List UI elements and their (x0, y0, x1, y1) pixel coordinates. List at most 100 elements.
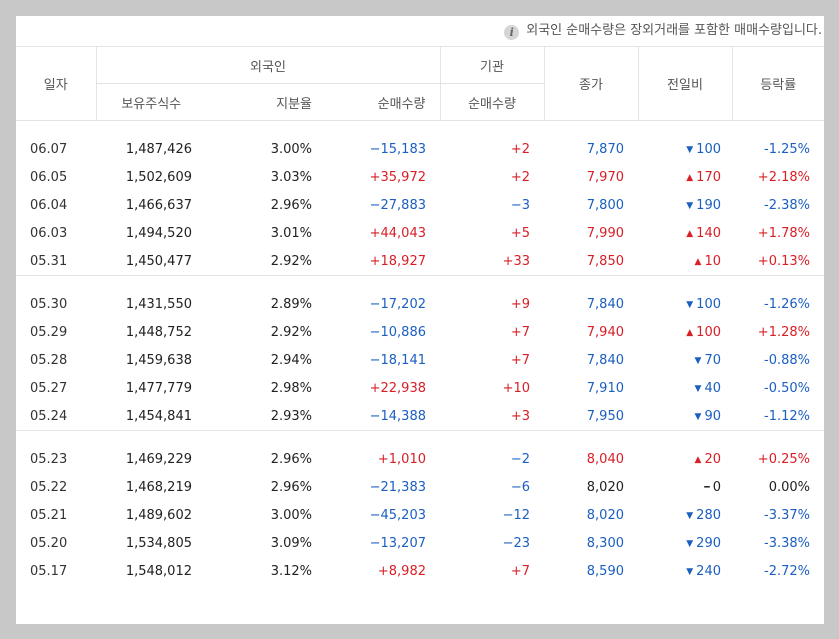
cell-change-value: 100 (696, 324, 721, 340)
cell-holdings: 1,450,477 (125, 253, 192, 269)
header-rate: 등락률 (731, 46, 824, 121)
triangle-down-icon: ▼ (686, 200, 694, 211)
table-row: 06.05 1,502,609 3.03% +35,972 +2 7,970 ▲ 170 +2.… (16, 163, 824, 191)
cell-close: 8,040 (586, 451, 624, 467)
info-icon[interactable]: i (504, 25, 520, 40)
cell-rate: 0.00% (768, 479, 810, 495)
cell-change: ━ 0 (638, 473, 732, 501)
dash-icon: ━ (704, 482, 710, 493)
header-institution-group: 기관 (439, 46, 544, 84)
cell-close: 7,840 (586, 296, 624, 312)
header-holdings: 보유주식수 (95, 83, 206, 121)
header-inst-net: 순매수량 (439, 83, 544, 121)
cell-inst-net: +5 (510, 225, 530, 241)
cell-change-value: 170 (696, 169, 721, 185)
notice-text: 외국인 순매수량은 장외거래를 포함한 매매수량입니다. (526, 23, 822, 38)
cell-inst-net: +7 (510, 563, 530, 579)
cell-date: 05.27 (30, 380, 68, 396)
cell-close: 7,910 (586, 380, 624, 396)
cell-change: ▲ 10 (638, 247, 732, 276)
cell-rate: -0.50% (764, 380, 810, 396)
cell-inst-net: +3 (510, 408, 530, 424)
cell-date: 06.03 (30, 225, 68, 241)
cell-date: 06.05 (30, 169, 68, 185)
table-header: 일자 외국인 기관 종가 전일비 등락률 보유주식수 지분율 순매수량 순매수량 (16, 46, 824, 121)
foreign-institution-trading-panel: i 외국인 순매수량은 장외거래를 포함한 매매수량입니다. 일자 외국인 기관 … (16, 16, 824, 624)
trading-table: 일자 외국인 기관 종가 전일비 등락률 보유주식수 지분율 순매수량 순매수량… (16, 46, 824, 585)
cell-change-value: 290 (696, 535, 721, 551)
triangle-up-icon: ▲ (694, 256, 702, 267)
cell-share-ratio: 3.03% (270, 169, 312, 185)
cell-share-ratio: 2.92% (270, 253, 312, 269)
cell-change: ▼ 240 (638, 557, 732, 585)
cell-close: 7,950 (586, 408, 624, 424)
cell-rate: -1.25% (764, 141, 810, 157)
cell-foreign-net: −13,207 (369, 535, 426, 551)
cell-holdings: 1,468,219 (125, 479, 192, 495)
header-close: 종가 (543, 46, 638, 121)
header-date: 일자 (16, 46, 96, 121)
cell-rate: +0.13% (757, 253, 810, 269)
cell-change: ▲ 100 (638, 318, 732, 346)
cell-inst-net: +2 (510, 141, 530, 157)
cell-holdings: 1,487,426 (125, 141, 192, 157)
cell-change-value: 70 (704, 352, 721, 368)
cell-change-value: 40 (704, 380, 721, 396)
triangle-down-icon: ▼ (694, 383, 702, 394)
cell-share-ratio: 2.96% (270, 479, 312, 495)
cell-change-value: 20 (704, 451, 721, 467)
cell-share-ratio: 3.01% (270, 225, 312, 241)
group-separator (16, 430, 824, 445)
cell-foreign-net: +8,982 (377, 563, 426, 579)
table-row: 06.04 1,466,637 2.96% −27,883 −3 7,800 ▼ 190 -2.… (16, 191, 824, 219)
triangle-up-icon: ▲ (686, 327, 694, 338)
cell-inst-net: +9 (510, 296, 530, 312)
cell-date: 05.29 (30, 324, 68, 340)
cell-rate: +0.25% (757, 451, 810, 467)
cell-rate: +1.28% (757, 324, 810, 340)
cell-change-value: 0 (712, 479, 721, 495)
cell-share-ratio: 2.94% (270, 352, 312, 368)
triangle-up-icon: ▲ (694, 454, 702, 465)
triangle-up-icon: ▲ (686, 228, 694, 239)
cell-change-value: 100 (696, 296, 721, 312)
header-foreign-net: 순매수량 (326, 83, 440, 121)
cell-inst-net: +33 (502, 253, 530, 269)
cell-change-value: 140 (696, 225, 721, 241)
cell-date: 06.07 (30, 141, 68, 157)
cell-change: ▼ 290 (638, 529, 732, 557)
cell-change: ▲ 20 (638, 445, 732, 473)
cell-foreign-net: +1,010 (377, 451, 426, 467)
table-row: 05.30 1,431,550 2.89% −17,202 +9 7,840 ▼ 100 -1.… (16, 290, 824, 318)
triangle-down-icon: ▼ (686, 538, 694, 549)
table-row: 05.23 1,469,229 2.96% +1,010 −2 8,040 ▲ 20 +0.25… (16, 445, 824, 473)
cell-date: 05.30 (30, 296, 68, 312)
cell-foreign-net: +35,972 (369, 169, 426, 185)
cell-change-value: 90 (704, 408, 721, 424)
cell-change: ▼ 40 (638, 374, 732, 402)
cell-holdings: 1,502,609 (125, 169, 192, 185)
cell-rate: -1.12% (764, 408, 810, 424)
triangle-down-icon: ▼ (694, 355, 702, 366)
cell-share-ratio: 2.96% (270, 451, 312, 467)
cell-date: 05.22 (30, 479, 68, 495)
cell-change-value: 280 (696, 507, 721, 523)
cell-close: 7,850 (586, 253, 624, 269)
cell-rate: -2.72% (764, 563, 810, 579)
table-row: 05.31 1,450,477 2.92% +18,927 +33 7,850 ▲ 10 +0.… (16, 247, 824, 276)
cell-date: 05.31 (30, 253, 68, 269)
cell-close: 8,590 (586, 563, 624, 579)
cell-rate: -3.37% (764, 507, 810, 523)
table-row: 06.07 1,487,426 3.00% −15,183 +2 7,870 ▼ 100 -1.… (16, 135, 824, 163)
cell-date: 05.20 (30, 535, 68, 551)
header-share-ratio: 지분율 (206, 83, 326, 121)
triangle-down-icon: ▼ (686, 510, 694, 521)
cell-share-ratio: 2.92% (270, 324, 312, 340)
cell-close: 7,870 (586, 141, 624, 157)
cell-holdings: 1,477,779 (125, 380, 192, 396)
cell-change: ▲ 140 (638, 219, 732, 247)
cell-date: 05.28 (30, 352, 68, 368)
cell-change: ▼ 280 (638, 501, 732, 529)
notice-bar: i 외국인 순매수량은 장외거래를 포함한 매매수량입니다. (16, 16, 824, 46)
cell-close: 7,840 (586, 352, 624, 368)
